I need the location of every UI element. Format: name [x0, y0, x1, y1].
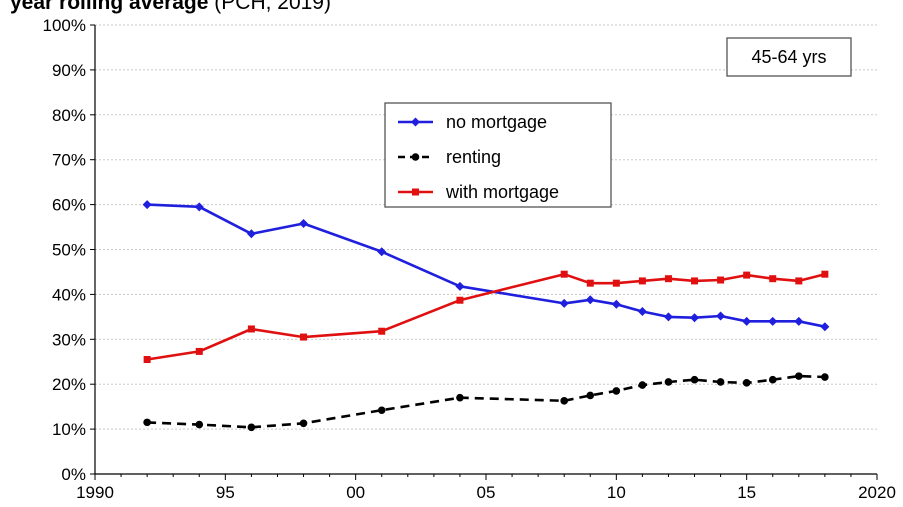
point-no-mortgage [663, 312, 673, 322]
point-no-mortgage [611, 299, 621, 309]
point-no-mortgage [246, 229, 256, 239]
point-renting [742, 379, 751, 387]
chart-title-bold: year rolling average [10, 0, 209, 14]
series-no-mortgage [142, 200, 830, 332]
axes [90, 24, 878, 480]
point-renting [247, 423, 256, 432]
point-with-mortgage [195, 347, 203, 355]
y-tick-label: 100% [43, 16, 86, 35]
legend: no mortgage renting with mortgage [384, 102, 612, 208]
point-no-mortgage [716, 311, 726, 321]
chart-title-source: (PCH, 2019) [208, 0, 331, 14]
point-with-mortgage [378, 327, 386, 335]
series-line-no-mortgage [147, 203, 826, 328]
grid-lines [95, 24, 877, 430]
point-with-mortgage [664, 275, 672, 283]
point-no-mortgage [377, 247, 387, 257]
point-with-mortgage [300, 333, 308, 341]
y-tick-label: 0% [61, 465, 86, 484]
point-no-mortgage [142, 200, 152, 210]
point-renting [195, 420, 204, 429]
series-lines [142, 200, 830, 432]
y-tick-label: 90% [52, 61, 86, 80]
x-tick-label: 1990 [76, 483, 114, 502]
point-renting [586, 391, 595, 400]
y-tick-label: 80% [52, 106, 86, 125]
age-group-annotation: 45-64 yrs [726, 37, 852, 77]
point-with-mortgage [717, 276, 725, 284]
x-tick-label: 05 [477, 483, 496, 502]
point-renting [795, 372, 803, 380]
legend-label: renting [446, 147, 501, 167]
legend-label: with mortgage [445, 182, 559, 202]
point-with-mortgage [247, 325, 255, 333]
point-with-mortgage [795, 277, 803, 285]
point-no-mortgage [559, 298, 569, 308]
point-no-mortgage [299, 218, 309, 228]
y-tick-label: 50% [52, 241, 86, 260]
legend-item-renting: renting [398, 147, 501, 167]
y-tick-label: 70% [52, 151, 86, 170]
point-no-mortgage [768, 316, 778, 326]
x-tick-label: 00 [346, 483, 365, 502]
series-renting [143, 372, 829, 432]
point-with-mortgage [143, 356, 151, 364]
point-renting [299, 419, 308, 428]
point-renting [560, 397, 568, 405]
series-with-mortgage [143, 270, 829, 364]
point-no-mortgage [794, 316, 804, 326]
point-no-mortgage [194, 202, 204, 212]
x-tick-label: 15 [737, 483, 756, 502]
legend-item-with-mortgage: with mortgage [398, 182, 559, 202]
legend-frame [384, 102, 612, 208]
legend-label: no mortgage [446, 112, 547, 132]
point-renting [143, 418, 151, 427]
point-no-mortgage [820, 322, 830, 332]
y-tick-label: 30% [52, 330, 86, 349]
y-tick-label: 40% [52, 285, 86, 304]
y-tick-label: 60% [52, 196, 86, 215]
annotation-frame [726, 37, 852, 77]
point-renting [664, 378, 673, 386]
annotation-text: 45-64 yrs [751, 47, 826, 67]
tick-labels: 0% 10% 20% 30% 40% 50% 60% 70% 80% 90% 100% 1990 95 0… [43, 16, 896, 502]
point-no-mortgage [637, 306, 647, 316]
point-renting [377, 406, 386, 415]
y-tick-label: 20% [52, 375, 86, 394]
legend-marker [411, 153, 420, 161]
point-renting [768, 375, 777, 384]
legend-item-no-mortgage: no mortgage [398, 112, 547, 132]
point-no-mortgage [742, 316, 752, 326]
y-tick-label: 10% [52, 420, 86, 439]
point-with-mortgage [691, 277, 699, 285]
point-no-mortgage [455, 281, 465, 291]
point-with-mortgage [456, 296, 464, 304]
x-tick-label: 10 [607, 483, 626, 502]
chart-title: year rolling average (PCH, 2019) [10, 0, 331, 15]
point-no-mortgage [585, 295, 595, 305]
point-renting [821, 373, 829, 381]
point-renting [612, 387, 621, 395]
point-renting [716, 378, 725, 386]
point-renting [638, 381, 647, 389]
point-with-mortgage [638, 277, 646, 285]
point-with-mortgage [586, 279, 594, 287]
point-with-mortgage [821, 270, 829, 278]
point-with-mortgage [743, 271, 751, 279]
legend-marker [411, 117, 420, 127]
x-tick-label: 95 [216, 483, 235, 502]
point-no-mortgage [690, 313, 700, 323]
point-with-mortgage [560, 270, 568, 278]
point-renting [456, 393, 464, 402]
point-with-mortgage [612, 279, 620, 287]
point-renting [690, 375, 699, 384]
x-tick-label: 2020 [858, 483, 896, 502]
legend-marker [412, 188, 419, 196]
point-with-mortgage [769, 275, 777, 283]
